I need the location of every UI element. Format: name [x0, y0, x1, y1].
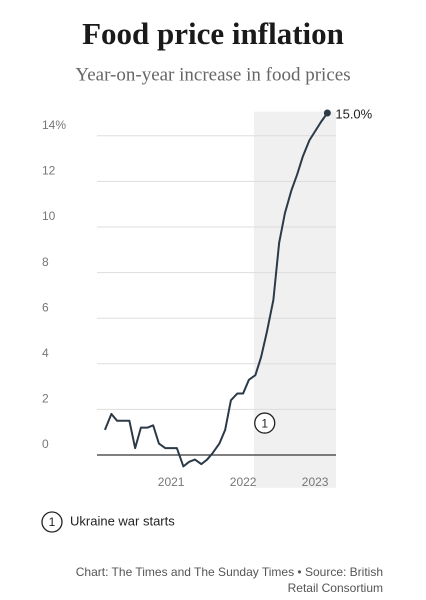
end-dot: [323, 109, 331, 117]
annotation-label: 1: [261, 416, 268, 430]
y-tick-label: 12: [42, 164, 56, 178]
x-tick-label: 2023: [302, 475, 329, 489]
y-tick-label: 8: [42, 255, 49, 269]
y-tick-label: 6: [42, 300, 49, 314]
chart-subtitle: Year-on-year increase in food prices: [75, 64, 350, 85]
y-tick-label: 0: [42, 437, 49, 451]
y-tick-label: 14%: [42, 118, 66, 132]
x-tick-label: 2021: [158, 475, 185, 489]
value-label: 15.0%: [335, 106, 372, 121]
source: Chart: The Times and The Sunday Times • …: [75, 565, 383, 595]
x-tick-label: 2022: [230, 475, 257, 489]
note-marker: [41, 511, 63, 533]
annotation-marker: [254, 412, 276, 434]
line: [103, 112, 329, 468]
note-marker-label: 1: [49, 515, 56, 529]
y-tick-label: 10: [42, 209, 56, 223]
chart: Food price inflation Year-on-year increa…: [41, 16, 373, 533]
y-tick-label: 2: [42, 392, 49, 406]
y-tick-label: 4: [42, 346, 49, 360]
chart-title: Food price inflation: [82, 16, 344, 51]
note-text: Ukraine war starts: [70, 513, 175, 528]
